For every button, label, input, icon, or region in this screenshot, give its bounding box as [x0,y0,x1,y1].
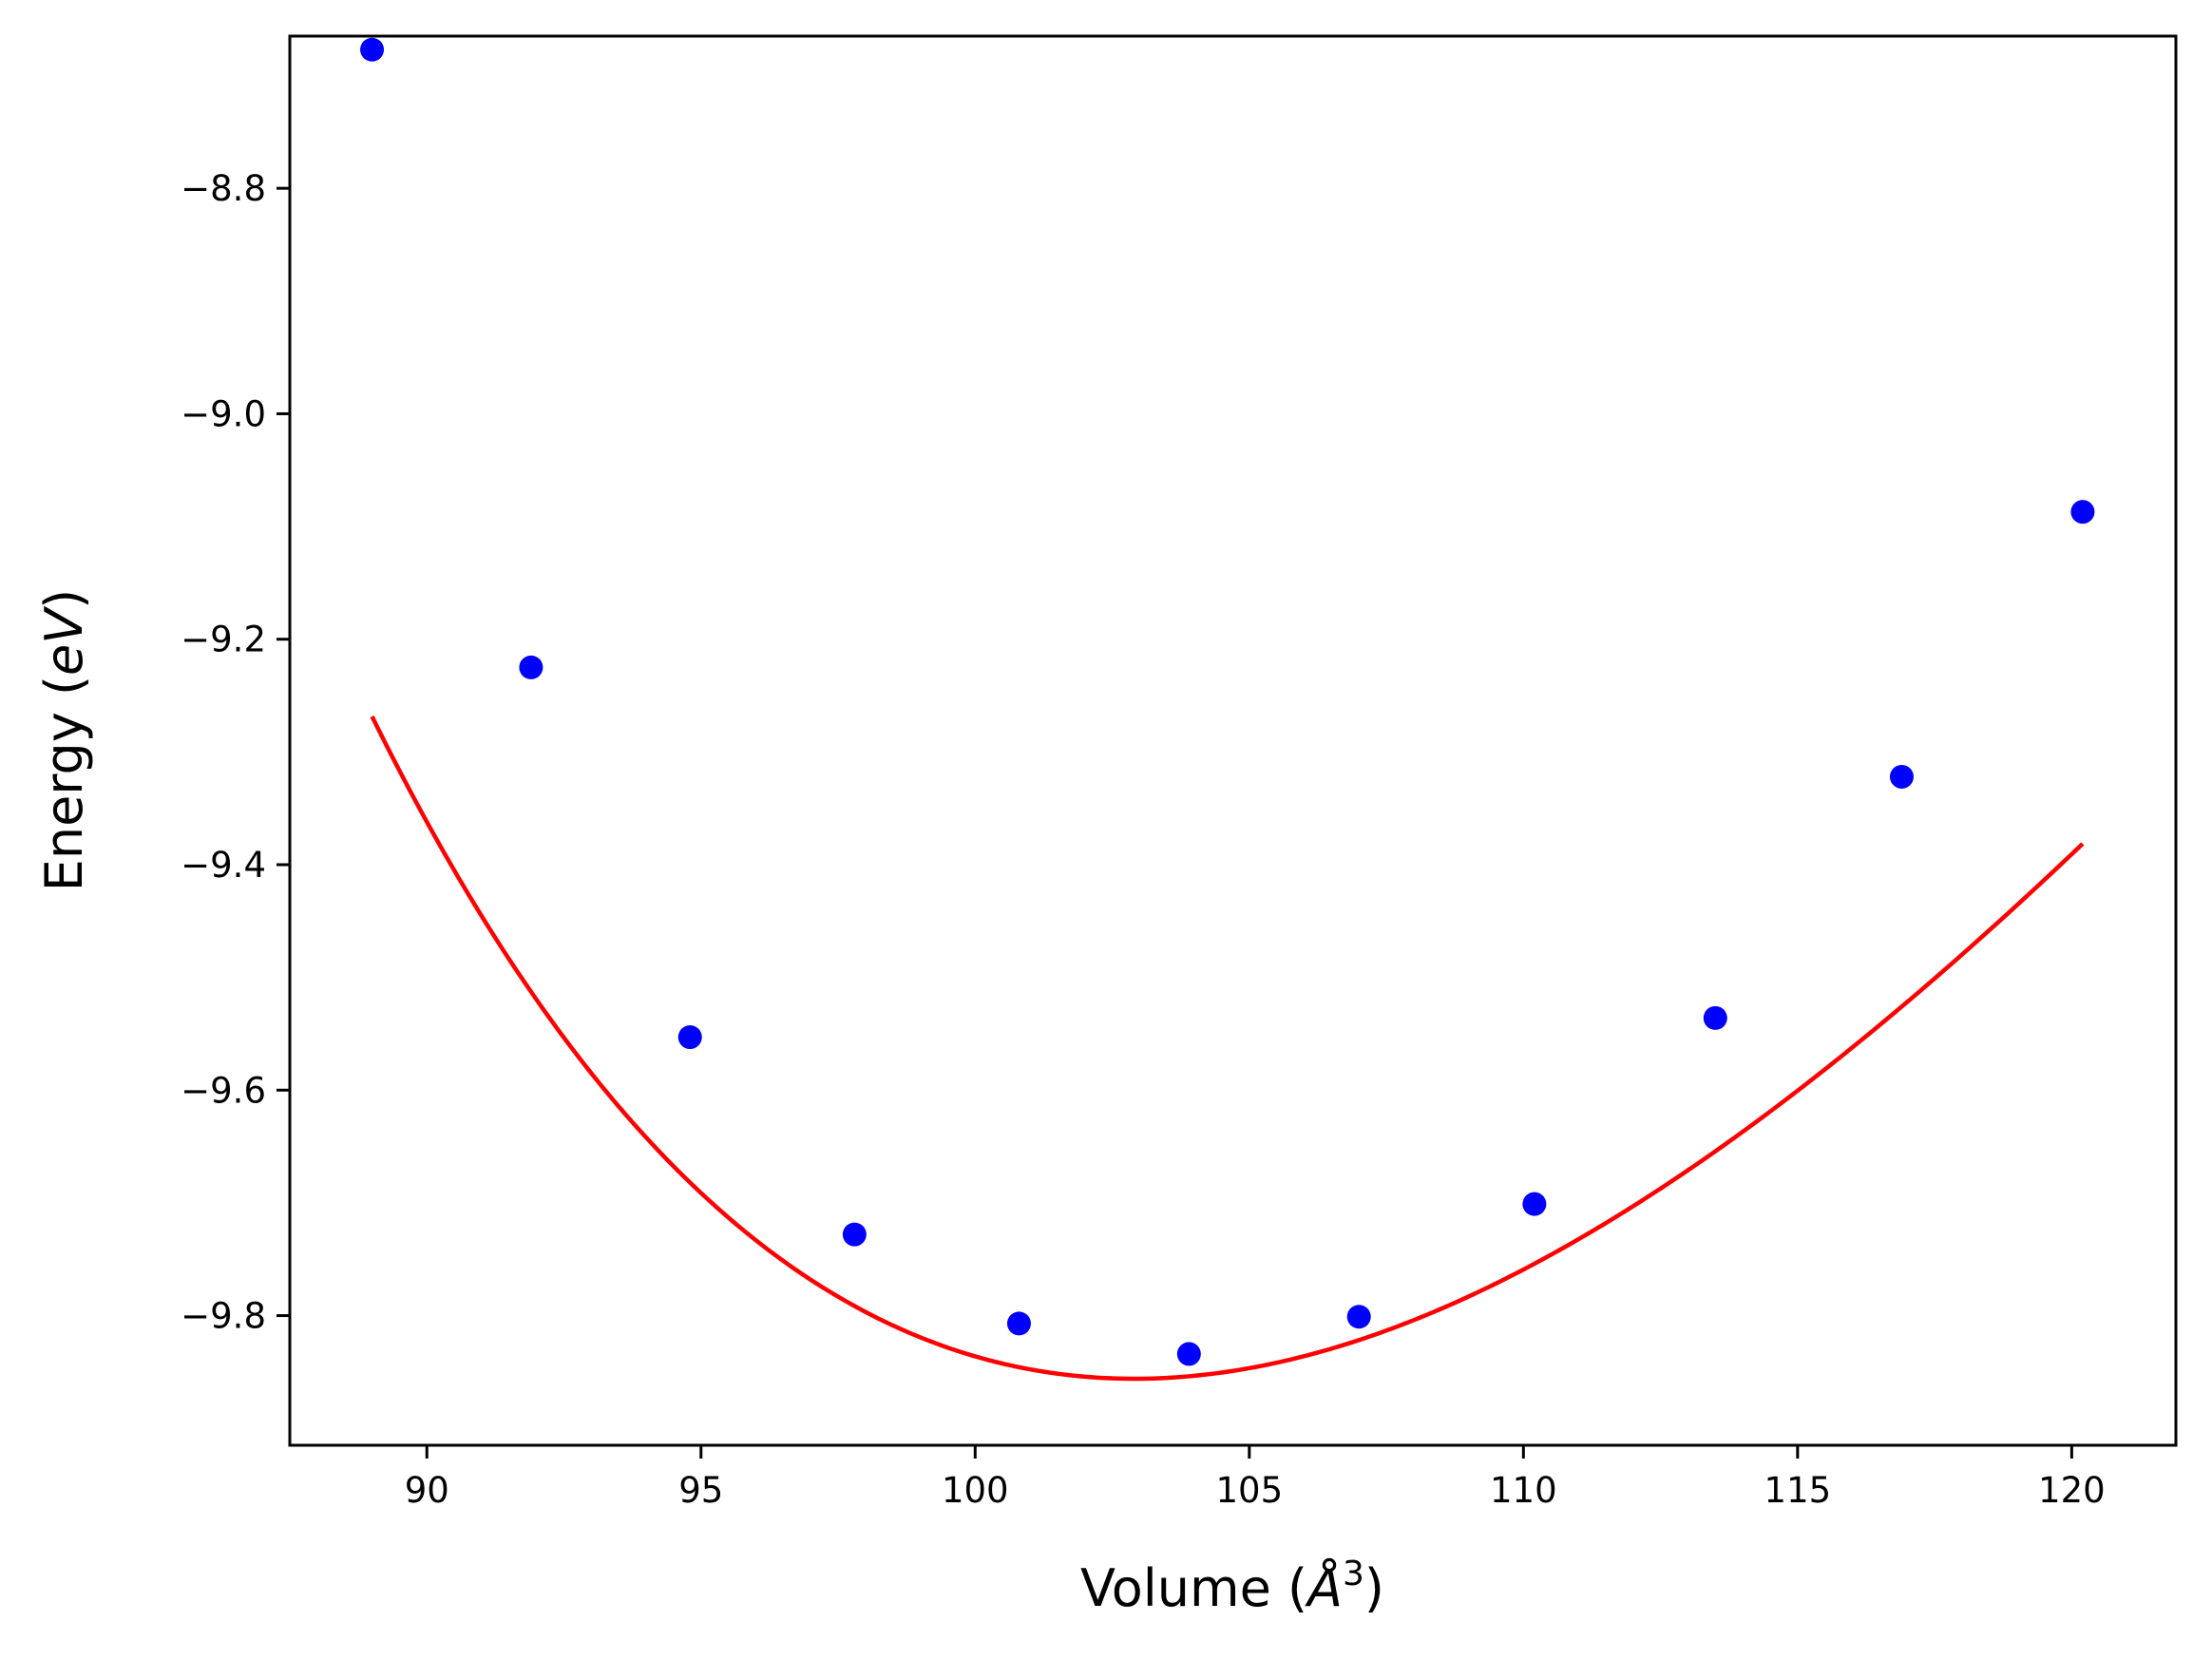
x-axis-unit-exponent: 3 [1343,1555,1364,1593]
x-tick-label: 90 [405,1470,449,1511]
data-point [2070,500,2095,525]
y-axis-label: Energy (eV) [34,589,94,892]
x-axis-unit: Å [1305,1557,1343,1618]
x-tick-label: 95 [678,1470,723,1511]
y-axis-ticks: −8.8 −9.0 −9.2 −9.4 −9.6 −9.8 [181,168,290,1337]
data-point [1889,764,1914,789]
y-tick-label: −9.2 [181,620,266,660]
y-tick-label: −9.8 [181,1296,266,1337]
data-points-layer [360,37,2095,1366]
data-point [1346,1305,1371,1329]
data-point [360,37,385,62]
data-point [1522,1192,1547,1216]
y-tick-label: −8.8 [181,168,266,209]
y-tick-label: −9.4 [181,845,266,886]
plot-frame [288,34,2178,1447]
data-point [842,1222,867,1247]
fit-curve-line [370,715,2085,1382]
fit-curve-layer [370,715,2085,1382]
data-point [1176,1342,1201,1366]
x-tick-label: 115 [1764,1470,1832,1511]
y-tick-label: −9.0 [181,393,266,434]
data-point [677,1025,702,1050]
data-point [1703,1005,1727,1030]
x-tick-label: 100 [942,1470,1009,1511]
x-tick-label: 110 [1490,1470,1557,1511]
x-axis-ticks: 90 95 100 105 110 115 120 [405,1445,2106,1511]
x-tick-label: 105 [1215,1470,1283,1511]
data-point [1006,1311,1031,1336]
y-tick-label: −9.6 [181,1070,266,1111]
x-tick-label: 120 [2038,1470,2106,1511]
x-axis-label: Volume (Å3) [1080,1555,1384,1618]
data-point [519,655,543,679]
y-axis-unit: eV [34,605,94,676]
